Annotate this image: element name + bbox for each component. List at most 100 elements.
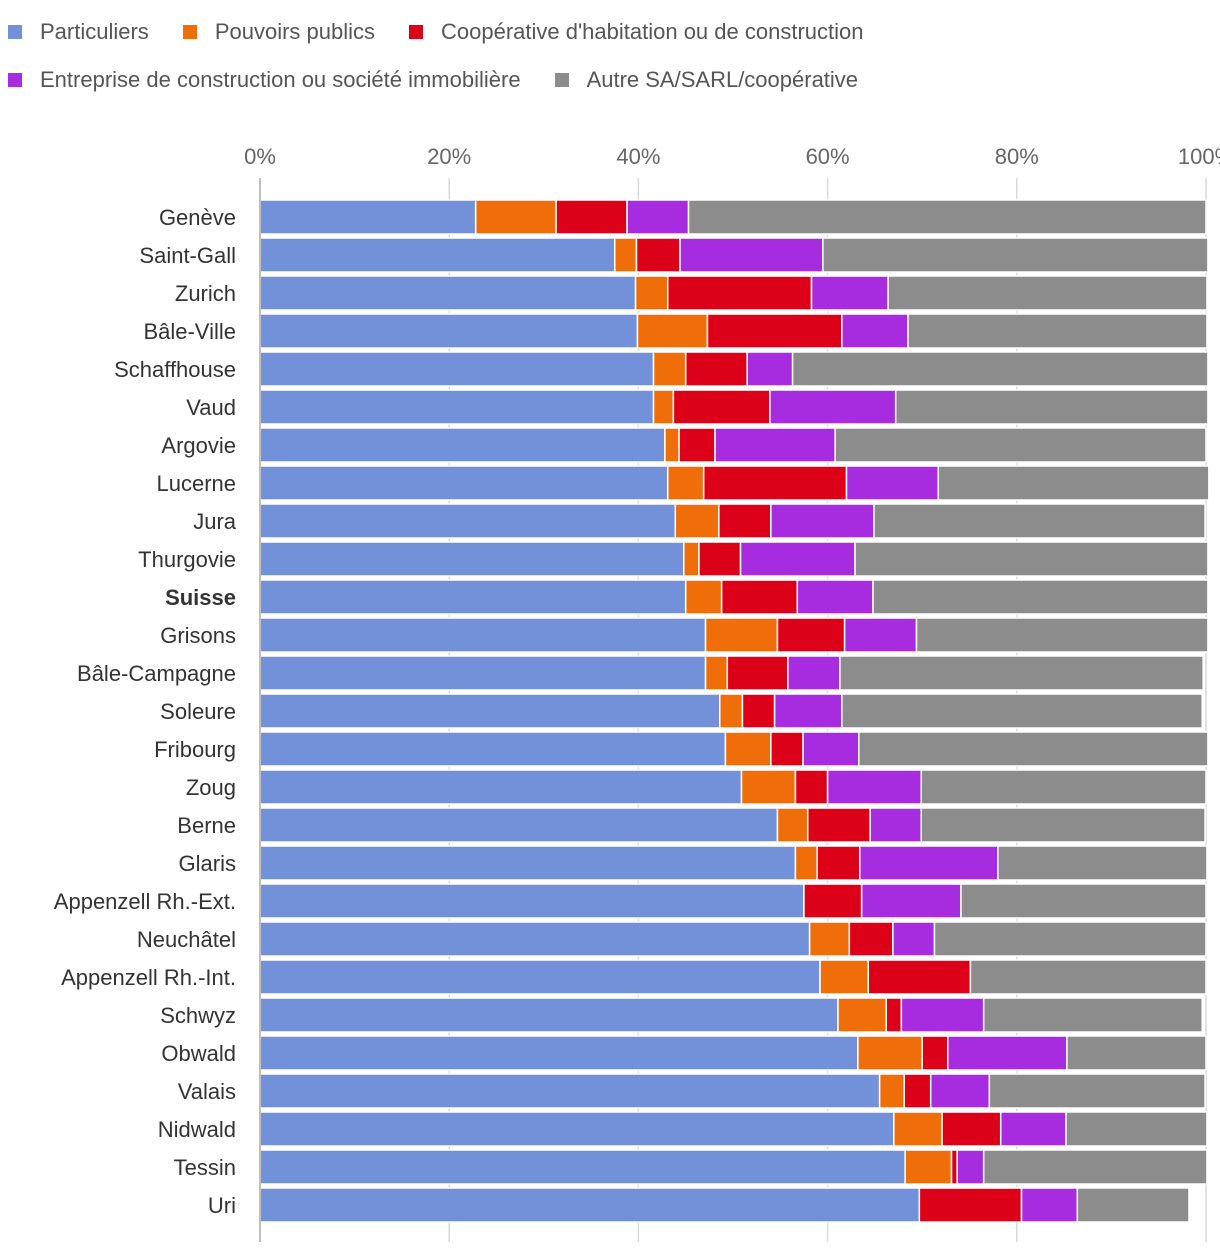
bar-segment[interactable] [740, 769, 797, 805]
bar-segment[interactable] [678, 427, 716, 463]
bar-segment[interactable] [724, 731, 772, 767]
bar-segment[interactable] [841, 313, 909, 349]
bar-segment[interactable] [893, 1111, 943, 1147]
bar-segment[interactable] [652, 389, 675, 425]
bar-segment[interactable] [259, 275, 637, 311]
bar-segment[interactable] [720, 579, 799, 615]
bar-segment[interactable] [921, 1035, 949, 1071]
bar-segment[interactable] [1065, 1111, 1208, 1147]
bar-segment[interactable] [907, 313, 1208, 349]
bar-segment[interactable] [806, 807, 871, 843]
bar-segment[interactable] [614, 237, 638, 273]
bar-segment[interactable] [726, 655, 789, 691]
bar-segment[interactable] [259, 617, 707, 653]
bar-segment[interactable] [929, 1073, 991, 1109]
bar-segment[interactable] [652, 351, 687, 387]
bar-segment[interactable] [810, 275, 889, 311]
bar-segment[interactable] [555, 199, 628, 235]
bar-segment[interactable] [259, 1149, 906, 1185]
bar-segment[interactable] [259, 807, 779, 843]
bar-segment[interactable] [999, 1111, 1067, 1147]
bar-segment[interactable] [259, 769, 743, 805]
bar-segment[interactable] [666, 465, 705, 501]
bar-segment[interactable] [474, 199, 557, 235]
bar-segment[interactable] [672, 389, 771, 425]
bar-segment[interactable] [854, 541, 1209, 577]
bar-segment[interactable] [803, 883, 863, 919]
bar-segment[interactable] [684, 351, 748, 387]
bar-segment[interactable] [259, 465, 669, 501]
bar-segment[interactable] [956, 1149, 985, 1185]
bar-segment[interactable] [867, 959, 972, 995]
bar-segment[interactable] [636, 313, 709, 349]
bar-segment[interactable] [794, 845, 818, 881]
legend-item[interactable]: Particuliers [8, 19, 149, 45]
bar-segment[interactable] [826, 769, 923, 805]
bar-segment[interactable] [746, 351, 794, 387]
bar-segment[interactable] [937, 465, 1210, 501]
bar-segment[interactable] [634, 275, 669, 311]
legend-item[interactable]: Entreprise de construction ou société im… [8, 67, 521, 93]
bar-segment[interactable] [259, 1187, 921, 1223]
bar-segment[interactable] [859, 845, 999, 881]
bar-segment[interactable] [969, 959, 1207, 995]
bar-segment[interactable] [808, 921, 851, 957]
bar-segment[interactable] [869, 807, 923, 843]
bar-segment[interactable] [837, 997, 888, 1033]
bar-segment[interactable] [892, 921, 936, 957]
bar-segment[interactable] [894, 389, 1209, 425]
bar-segment[interactable] [259, 579, 687, 615]
bar-segment[interactable] [259, 503, 677, 539]
bar-segment[interactable] [741, 693, 776, 729]
bar-segment[interactable] [982, 1149, 1208, 1185]
bar-segment[interactable] [857, 1035, 923, 1071]
bar-segment[interactable] [845, 465, 940, 501]
bar-segment[interactable] [873, 503, 1206, 539]
bar-segment[interactable] [841, 693, 1203, 729]
bar-segment[interactable] [1020, 1187, 1079, 1223]
bar-segment[interactable] [698, 541, 742, 577]
bar-segment[interactable] [933, 921, 1207, 957]
bar-segment[interactable] [683, 541, 700, 577]
bar-segment[interactable] [259, 655, 707, 691]
bar-segment[interactable] [739, 541, 856, 577]
bar-segment[interactable] [769, 389, 897, 425]
bar-segment[interactable] [860, 883, 962, 919]
bar-segment[interactable] [822, 237, 1209, 273]
bar-segment[interactable] [802, 731, 860, 767]
bar-segment[interactable] [960, 883, 1207, 919]
bar-segment[interactable] [839, 655, 1204, 691]
bar-segment[interactable] [770, 731, 804, 767]
bar-segment[interactable] [259, 959, 821, 995]
bar-segment[interactable] [259, 1111, 895, 1147]
bar-segment[interactable] [702, 465, 848, 501]
legend-item[interactable]: Coopérative d'habitation ou de construct… [409, 19, 863, 45]
bar-segment[interactable] [920, 769, 1207, 805]
bar-segment[interactable] [848, 921, 894, 957]
bar-segment[interactable] [259, 237, 616, 273]
bar-segment[interactable] [718, 503, 772, 539]
bar-segment[interactable] [259, 1073, 881, 1109]
bar-segment[interactable] [259, 313, 639, 349]
bar-segment[interactable] [259, 541, 685, 577]
bar-segment[interactable] [704, 617, 779, 653]
bar-segment[interactable] [259, 997, 839, 1033]
bar-segment[interactable] [674, 503, 720, 539]
bar-segment[interactable] [259, 845, 797, 881]
bar-segment[interactable] [664, 427, 680, 463]
bar-segment[interactable] [259, 199, 477, 235]
bar-segment[interactable] [946, 1035, 1068, 1071]
bar-segment[interactable] [776, 617, 846, 653]
bar-segment[interactable] [903, 1073, 932, 1109]
bar-segment[interactable] [950, 1149, 958, 1185]
bar-segment[interactable] [776, 807, 809, 843]
bar-segment[interactable] [872, 579, 1209, 615]
bar-segment[interactable] [259, 921, 811, 957]
bar-segment[interactable] [878, 1073, 905, 1109]
bar-segment[interactable] [1066, 1035, 1207, 1071]
bar-segment[interactable] [787, 655, 841, 691]
bar-segment[interactable] [900, 997, 985, 1033]
legend-item[interactable]: Pouvoirs publics [182, 19, 375, 45]
bar-segment[interactable] [819, 959, 870, 995]
bar-segment[interactable] [941, 1111, 1002, 1147]
